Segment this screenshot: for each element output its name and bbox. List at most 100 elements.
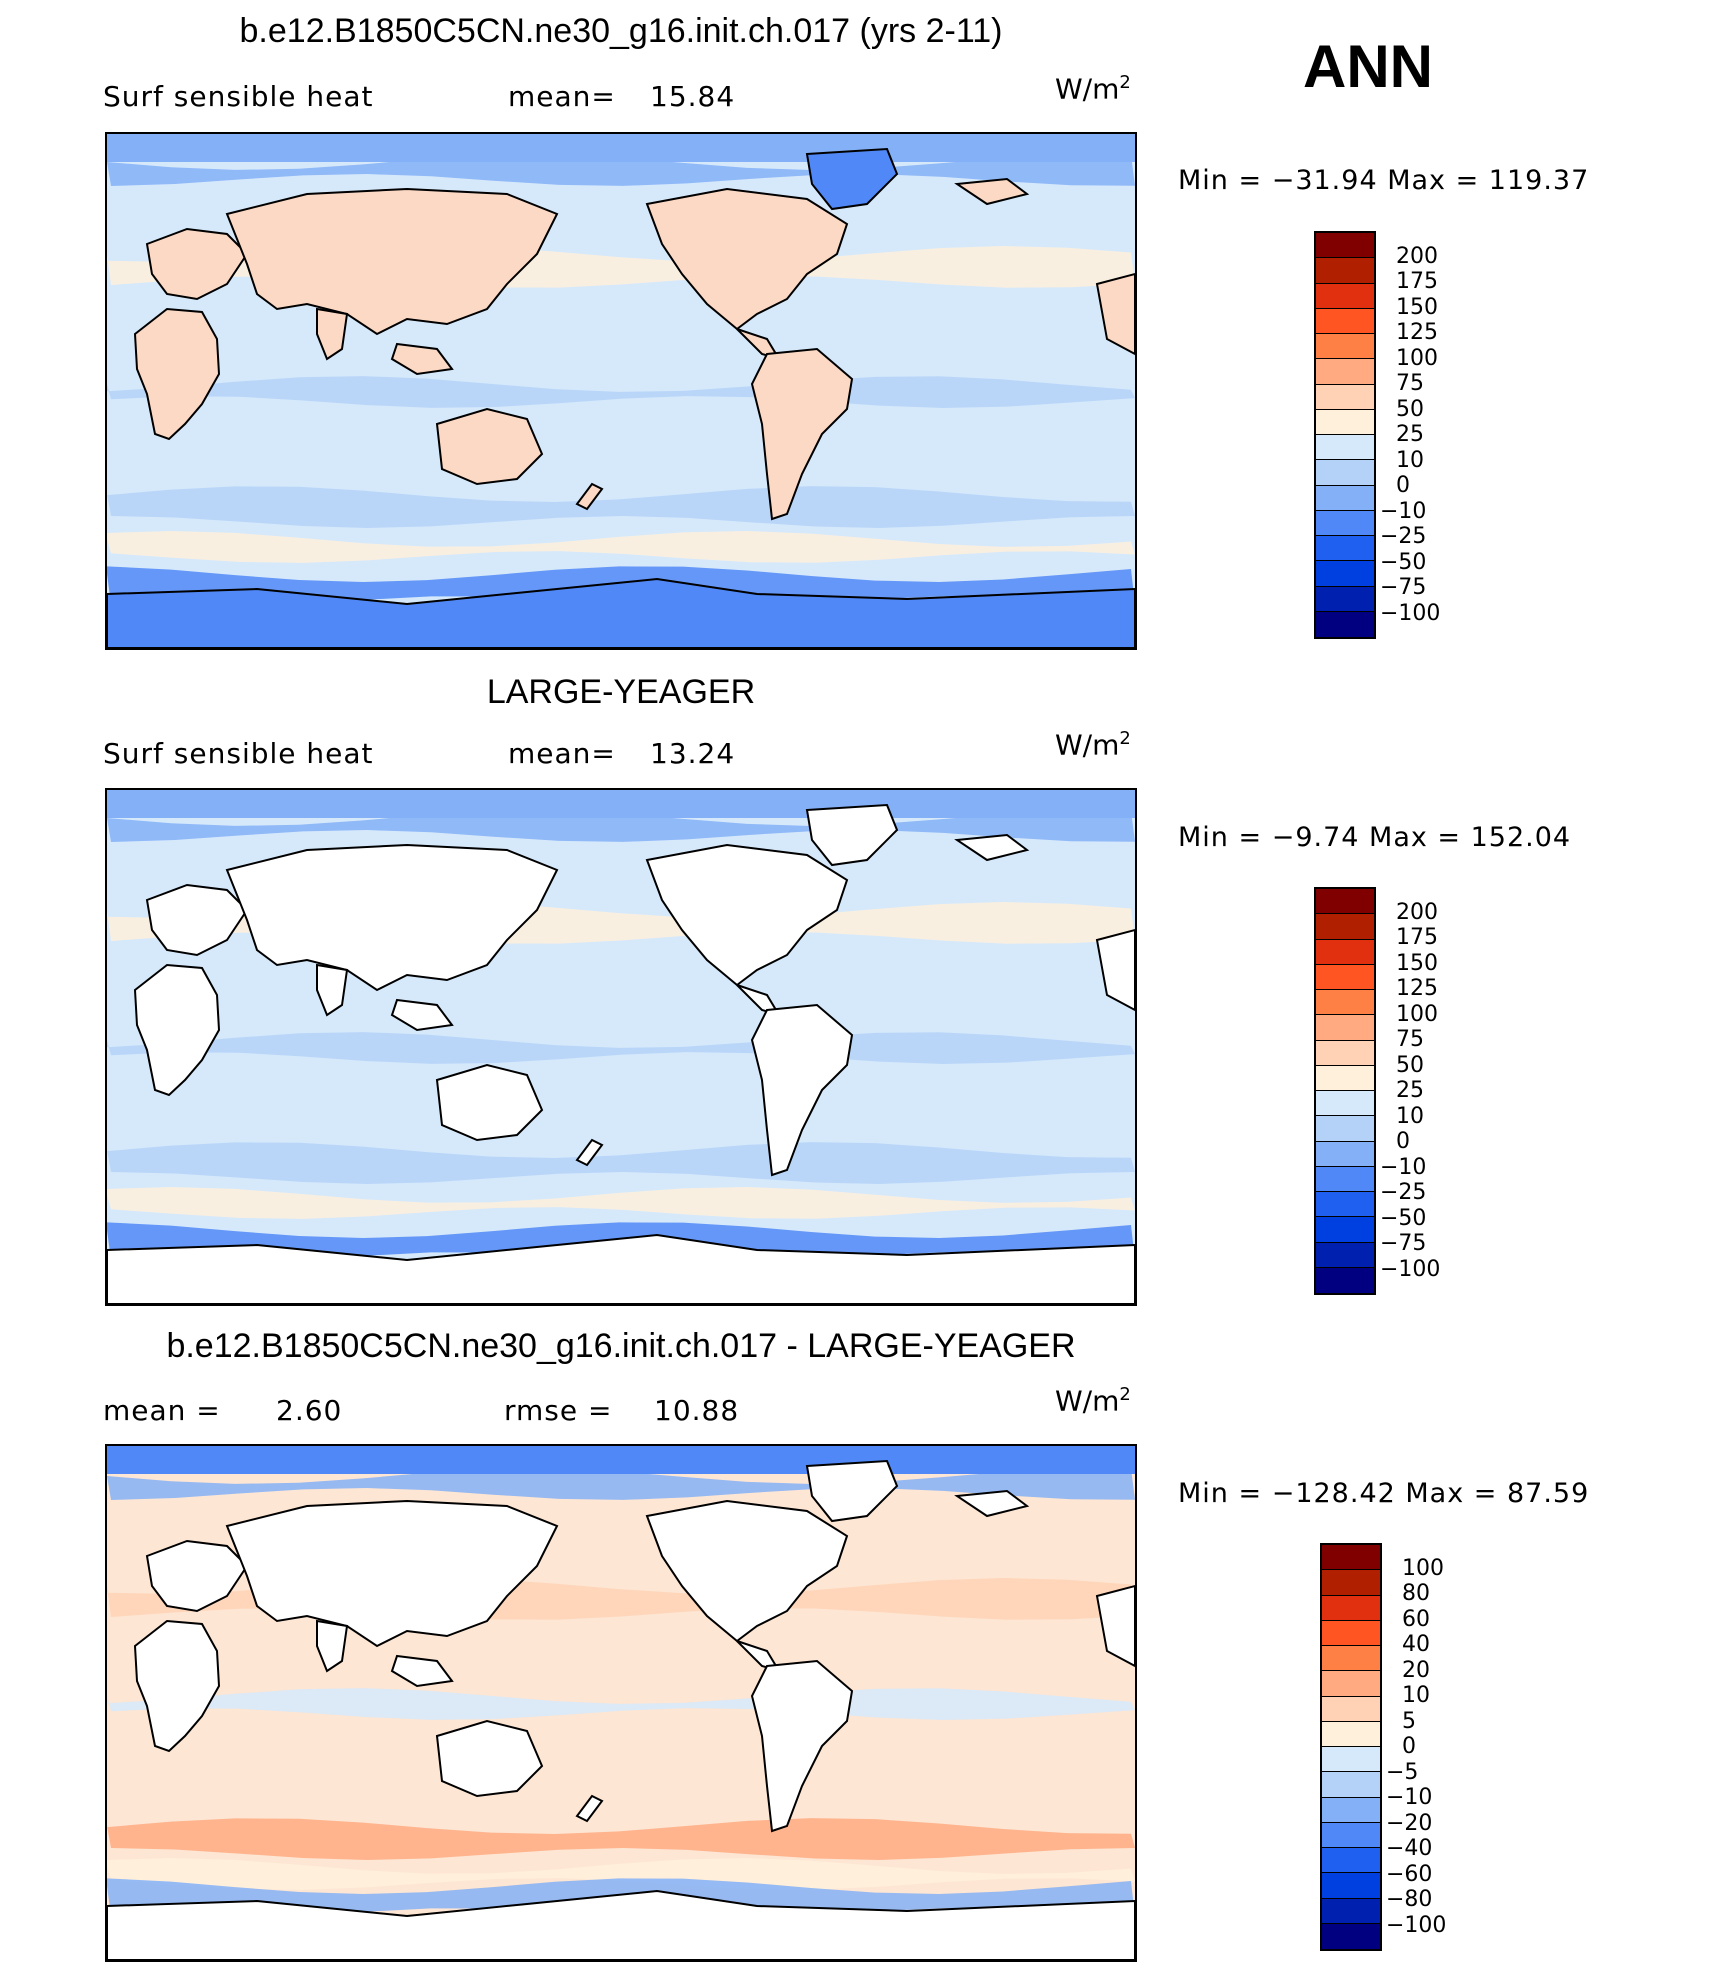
contour-band bbox=[107, 1187, 1135, 1219]
season-label: ANN bbox=[1303, 33, 1433, 100]
colorbar-segment bbox=[1322, 1747, 1380, 1773]
panel2-minmax: Min = −9.74 Max = 152.04 bbox=[1178, 822, 1572, 853]
panel2-colorbar bbox=[1314, 887, 1376, 1295]
coastline bbox=[145, 1539, 249, 1613]
colorbar-segment bbox=[1322, 1822, 1380, 1848]
coastline bbox=[645, 1499, 849, 1643]
contour-band bbox=[107, 810, 1135, 842]
colorbar-segment bbox=[1316, 334, 1374, 360]
colorbar-segment bbox=[1316, 889, 1374, 915]
colorbar-segment bbox=[1316, 561, 1374, 587]
colorbar-segment bbox=[1316, 1166, 1374, 1192]
coastline bbox=[954, 177, 1030, 206]
colorbar-tick-label: 100 bbox=[1396, 1001, 1438, 1027]
colorbar-segment bbox=[1316, 384, 1374, 410]
colorbar-segment bbox=[1316, 536, 1374, 562]
contour-band bbox=[107, 1468, 1135, 1500]
colorbar-segment bbox=[1316, 1141, 1374, 1167]
coastline bbox=[750, 347, 854, 521]
colorbar-segment bbox=[1316, 1217, 1374, 1243]
colorbar-tick-label: −50 bbox=[1380, 549, 1427, 575]
colorbar-segment bbox=[1322, 1620, 1380, 1646]
contour-band bbox=[107, 1032, 1135, 1064]
coastline bbox=[750, 1659, 854, 1833]
coastline bbox=[133, 307, 221, 441]
colorbar-segment bbox=[1322, 1696, 1380, 1722]
colorbar-tick-label: 0 bbox=[1402, 1734, 1416, 1759]
coastline bbox=[390, 1654, 454, 1688]
colorbar-tick-label: 10 bbox=[1396, 1103, 1424, 1129]
coastline bbox=[225, 843, 559, 992]
coastline bbox=[435, 1719, 544, 1798]
coastline bbox=[805, 147, 899, 211]
coastline bbox=[1095, 928, 1135, 1012]
contour-band bbox=[107, 154, 1135, 186]
colorbar-segment bbox=[1322, 1797, 1380, 1823]
colorbar-tick-label: 25 bbox=[1396, 422, 1424, 447]
colorbar-segment bbox=[1322, 1646, 1380, 1672]
colorbar-segment bbox=[1322, 1595, 1380, 1621]
arctic-band bbox=[107, 134, 1135, 162]
contour-band bbox=[107, 376, 1135, 408]
colorbar-segment bbox=[1316, 1040, 1374, 1066]
panel3-map bbox=[105, 1444, 1137, 1962]
colorbar-tick-label: −10 bbox=[1380, 498, 1427, 524]
panel3-units: W/m2 bbox=[1055, 1384, 1131, 1418]
colorbar-tick-label: −75 bbox=[1380, 1231, 1427, 1256]
colorbar-segment bbox=[1316, 510, 1374, 536]
panel1-title: b.e12.B1850C5CN.ne30_g16.init.ch.017 (yr… bbox=[239, 12, 1003, 50]
coastline bbox=[645, 843, 849, 987]
coastline bbox=[390, 342, 454, 376]
coastline bbox=[1095, 1584, 1135, 1668]
panel1-minmax: Min = −31.94 Max = 119.37 bbox=[1178, 165, 1590, 196]
colorbar-tick-label: 75 bbox=[1396, 1027, 1424, 1052]
coastline bbox=[435, 1063, 544, 1142]
colorbar-segment bbox=[1316, 1015, 1374, 1041]
colorbar-segment bbox=[1316, 1116, 1374, 1142]
colorbar-tick-label: 125 bbox=[1396, 320, 1438, 345]
panel1-mean-label: mean= bbox=[508, 80, 616, 113]
colorbar-tick-label: −5 bbox=[1386, 1759, 1419, 1785]
contour-band bbox=[107, 531, 1135, 563]
coastline bbox=[390, 998, 454, 1032]
colorbar-segment bbox=[1316, 990, 1374, 1016]
colorbar-tick-label: 0 bbox=[1396, 473, 1410, 498]
colorbar-segment bbox=[1316, 939, 1374, 965]
coastline bbox=[107, 1233, 1135, 1304]
colorbar-tick-label: 10 bbox=[1402, 1683, 1430, 1708]
colorbar-segment bbox=[1322, 1898, 1380, 1924]
coastline bbox=[133, 963, 221, 1097]
colorbar-segment bbox=[1316, 308, 1374, 334]
contour-band bbox=[107, 1142, 1135, 1184]
colorbar-tick-label: −25 bbox=[1380, 524, 1427, 549]
colorbar-segment bbox=[1316, 964, 1374, 990]
colorbar-segment bbox=[1316, 283, 1374, 309]
panel2-variable-label: Surf sensible heat bbox=[103, 737, 374, 770]
panel3-colorbar bbox=[1320, 1543, 1382, 1951]
colorbar-tick-label: 150 bbox=[1396, 294, 1438, 320]
colorbar-tick-label: 20 bbox=[1402, 1657, 1430, 1683]
coastline bbox=[316, 1619, 349, 1673]
colorbar-segment bbox=[1322, 1721, 1380, 1747]
panel1-variable-label: Surf sensible heat bbox=[103, 80, 374, 113]
arctic-band bbox=[107, 790, 1135, 818]
colorbar-tick-label: 10 bbox=[1396, 447, 1424, 473]
colorbar-tick-label: 150 bbox=[1396, 950, 1438, 976]
colorbar-segment bbox=[1316, 1192, 1374, 1218]
colorbar-tick-label: 75 bbox=[1396, 371, 1424, 396]
coastline bbox=[805, 1459, 899, 1523]
panel2-map bbox=[105, 788, 1137, 1306]
coastline bbox=[145, 227, 249, 301]
colorbar-tick-label: −25 bbox=[1380, 1180, 1427, 1205]
panel1-units: W/m2 bbox=[1055, 72, 1131, 106]
colorbar-segment bbox=[1322, 1848, 1380, 1874]
coastline bbox=[316, 307, 349, 361]
colorbar-segment bbox=[1322, 1772, 1380, 1798]
colorbar-segment bbox=[1322, 1545, 1380, 1571]
colorbar-segment bbox=[1316, 460, 1374, 486]
arctic-band bbox=[107, 1446, 1135, 1474]
coastline bbox=[575, 482, 604, 511]
colorbar-segment bbox=[1316, 435, 1374, 461]
colorbar-segment bbox=[1322, 1570, 1380, 1596]
coastline bbox=[954, 1489, 1030, 1518]
